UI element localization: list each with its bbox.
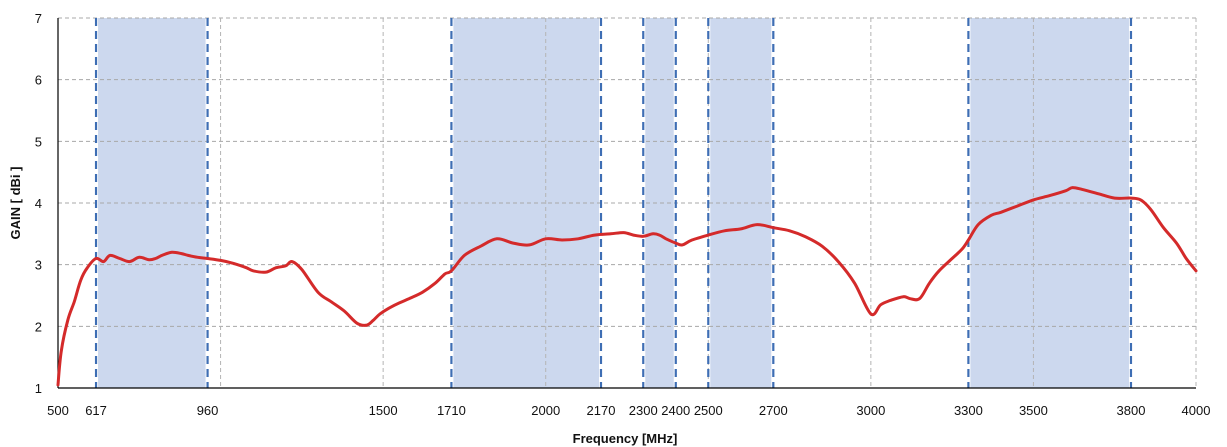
x-tick-label: 3500 <box>1019 403 1048 418</box>
x-tick-label: 2300 <box>629 403 658 418</box>
x-tick-label: 3800 <box>1117 403 1146 418</box>
band-4 <box>970 18 1129 388</box>
x-tick-label: 2170 <box>587 403 616 418</box>
x-tick-label: 2500 <box>694 403 723 418</box>
band-1 <box>453 18 599 388</box>
y-tick-label: 3 <box>35 258 42 273</box>
gain-series-line-0 <box>56 186 1198 387</box>
x-tick-label: 1500 <box>369 403 398 418</box>
band-boundary-lines <box>94 18 1133 388</box>
x-tick-labels: 500 617 960 1500 1710 2000 2170 2300 2400 2500 270… <box>47 403 1210 418</box>
y-tick-labels: 1 2 3 4 5 6 7 <box>35 11 42 396</box>
x-tick-label: 4000 <box>1182 403 1211 418</box>
y-tick-label: 6 <box>35 73 42 88</box>
y-tick-label: 7 <box>35 11 42 26</box>
x-tick-label: 2000 <box>531 403 560 418</box>
y-tick-label: 1 <box>35 381 42 396</box>
y-tick-label: 5 <box>35 134 42 149</box>
x-tick-label: 2700 <box>759 403 788 418</box>
axes <box>57 18 1196 389</box>
x-tick-label: 2400 <box>661 403 690 418</box>
y-axis-title: GAIN [ dBi ] <box>8 167 23 240</box>
x-tick-label: 1710 <box>437 403 466 418</box>
x-tick-label: 3000 <box>856 403 885 418</box>
series-layer <box>56 186 1198 387</box>
x-tick-label: 617 <box>85 403 107 418</box>
x-axis-title: Frequency [MHz] <box>573 431 678 446</box>
y-tick-label: 4 <box>35 196 42 211</box>
x-tick-label: 960 <box>197 403 219 418</box>
y-tick-label: 2 <box>35 319 42 334</box>
x-tick-label: 500 <box>47 403 69 418</box>
x-tick-label: 3300 <box>954 403 983 418</box>
